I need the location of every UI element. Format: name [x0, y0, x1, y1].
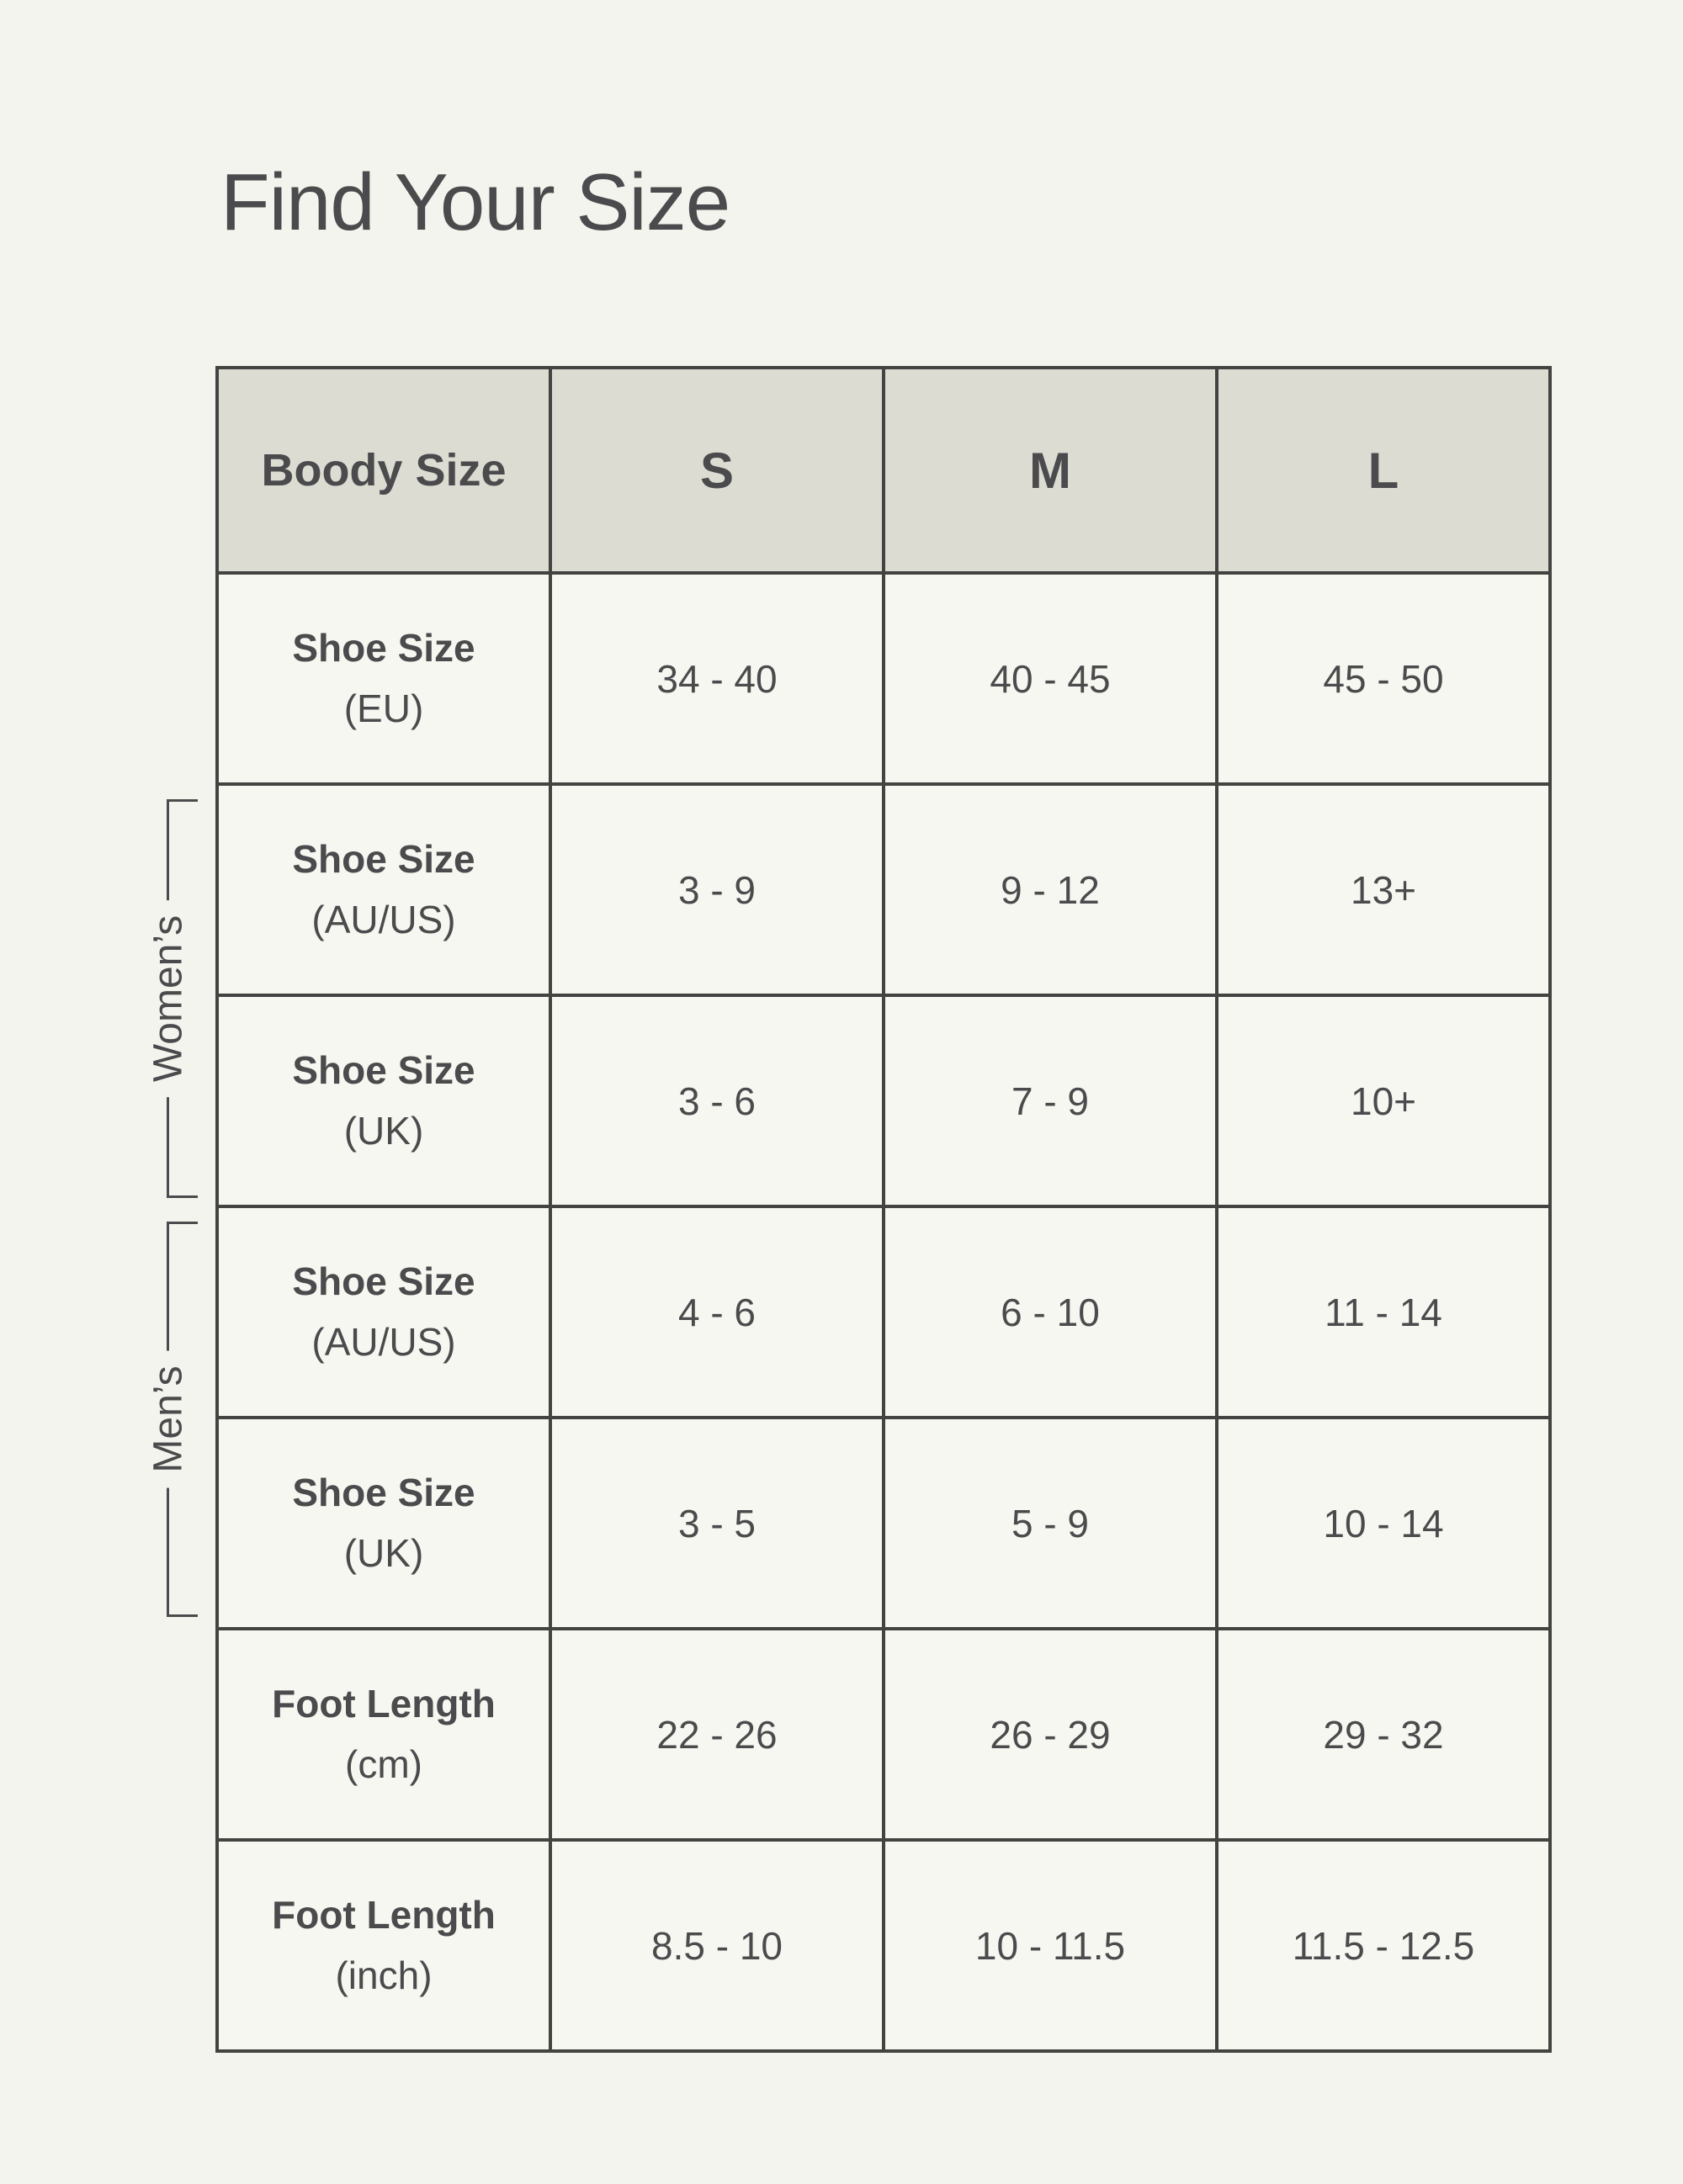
cell-footcm-l: 29 - 32: [1218, 1630, 1548, 1838]
row-sublabel-text: (cm): [345, 1741, 422, 1786]
header-cell-size-s: S: [552, 369, 882, 571]
row-label-text: Foot Length: [272, 1682, 496, 1726]
mens-bracket-bottom-tick: [167, 1614, 198, 1617]
cell-eu-m: 40 - 45: [885, 575, 1215, 782]
row-label-text: Shoe Size: [292, 1259, 475, 1304]
header-cell-size-m: M: [885, 369, 1215, 571]
row-label-mens-shoe-size-auus: Shoe Size (AU/US): [219, 1208, 549, 1416]
cell-mens-uk-m: 5 - 9: [885, 1419, 1215, 1627]
womens-group-label: Women’s: [145, 899, 192, 1098]
cell-mens-uk-s: 3 - 5: [552, 1419, 882, 1627]
row-sublabel-text: (EU): [343, 686, 424, 730]
cell-mens-uk-l: 10 - 14: [1218, 1419, 1548, 1627]
row-label-mens-shoe-size-uk: Shoe Size (UK): [219, 1419, 549, 1627]
cell-footinch-m: 10 - 11.5: [885, 1842, 1215, 2049]
cell-womens-uk-m: 7 - 9: [885, 997, 1215, 1205]
row-label-text: Foot Length: [272, 1893, 496, 1938]
size-chart-table: Boody Size S M L Shoe Size (EU) 34 - 40 …: [215, 366, 1552, 2053]
row-label-shoe-size-eu: Shoe Size (EU): [219, 575, 549, 782]
row-label-text: Shoe Size: [292, 1471, 475, 1515]
cell-womens-auus-m: 9 - 12: [885, 786, 1215, 994]
row-label-foot-length-cm: Foot Length (cm): [219, 1630, 549, 1838]
mens-group-label: Men’s: [145, 1350, 192, 1488]
cell-footinch-l: 11.5 - 12.5: [1218, 1842, 1548, 2049]
row-sublabel-text: (AU/US): [311, 1319, 456, 1364]
womens-bracket-top-tick: [167, 799, 198, 802]
row-label-womens-shoe-size-uk: Shoe Size (UK): [219, 997, 549, 1205]
cell-footinch-s: 8.5 - 10: [552, 1842, 882, 2049]
row-label-text: Shoe Size: [292, 1048, 475, 1093]
header-cell-boody-size: Boody Size: [219, 369, 549, 571]
cell-eu-s: 34 - 40: [552, 575, 882, 782]
cell-footcm-m: 26 - 29: [885, 1630, 1215, 1838]
row-label-womens-shoe-size-auus: Shoe Size (AU/US): [219, 786, 549, 994]
cell-eu-l: 45 - 50: [1218, 575, 1548, 782]
row-label-text: Shoe Size: [292, 837, 475, 882]
cell-mens-auus-l: 11 - 14: [1218, 1208, 1548, 1416]
row-sublabel-text: (AU/US): [311, 897, 456, 941]
row-label-text: Shoe Size: [292, 626, 475, 671]
womens-bracket-bottom-tick: [167, 1195, 198, 1198]
cell-womens-auus-s: 3 - 9: [552, 786, 882, 994]
page-title: Find Your Size: [220, 157, 730, 247]
cell-footcm-s: 22 - 26: [552, 1630, 882, 1838]
mens-bracket-top-tick: [167, 1222, 198, 1224]
row-sublabel-text: (UK): [343, 1530, 424, 1575]
cell-womens-auus-l: 13+: [1218, 786, 1548, 994]
row-label-foot-length-inch: Foot Length (inch): [219, 1842, 549, 2049]
header-cell-size-l: L: [1218, 369, 1548, 571]
row-sublabel-text: (inch): [335, 1953, 433, 1997]
row-sublabel-text: (UK): [343, 1108, 424, 1153]
cell-womens-uk-l: 10+: [1218, 997, 1548, 1205]
cell-mens-auus-s: 4 - 6: [552, 1208, 882, 1416]
cell-womens-uk-s: 3 - 6: [552, 997, 882, 1205]
cell-mens-auus-m: 6 - 10: [885, 1208, 1215, 1416]
